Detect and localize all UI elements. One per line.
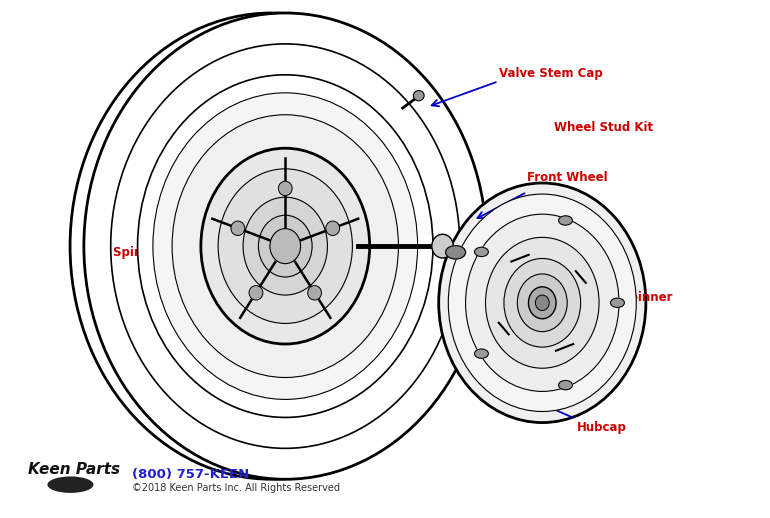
Ellipse shape <box>243 197 327 295</box>
Text: Dust Cap: Dust Cap <box>527 203 587 215</box>
Ellipse shape <box>111 44 460 449</box>
Text: Hubcap: Hubcap <box>577 421 627 434</box>
Ellipse shape <box>535 295 549 310</box>
Ellipse shape <box>439 183 646 423</box>
Text: Front Wheel: Front Wheel <box>527 171 608 184</box>
Ellipse shape <box>528 287 556 319</box>
Circle shape <box>446 246 466 259</box>
Text: Spinner: Spinner <box>621 291 673 304</box>
Ellipse shape <box>201 148 370 344</box>
Ellipse shape <box>84 13 487 479</box>
Text: (800) 757-KEEN: (800) 757-KEEN <box>132 468 249 481</box>
Text: Wheel: Wheel <box>246 391 286 404</box>
Ellipse shape <box>270 228 300 264</box>
Ellipse shape <box>249 285 263 300</box>
Text: Spindle Nut: Spindle Nut <box>112 247 190 260</box>
Ellipse shape <box>448 194 636 411</box>
Text: Wheel Stud Kit: Wheel Stud Kit <box>554 121 653 134</box>
Ellipse shape <box>466 214 619 392</box>
Ellipse shape <box>218 169 353 323</box>
Ellipse shape <box>517 274 567 332</box>
Text: ©2018 Keen Parts Inc. All Rights Reserved: ©2018 Keen Parts Inc. All Rights Reserve… <box>132 483 340 493</box>
Ellipse shape <box>308 285 322 300</box>
Circle shape <box>558 381 572 390</box>
Circle shape <box>558 216 572 225</box>
Ellipse shape <box>486 237 599 368</box>
Text: Valve Stem Cap: Valve Stem Cap <box>498 67 602 80</box>
Circle shape <box>611 298 624 307</box>
Circle shape <box>474 247 488 256</box>
Ellipse shape <box>153 93 417 399</box>
Ellipse shape <box>413 91 424 101</box>
Ellipse shape <box>279 181 292 196</box>
Ellipse shape <box>326 221 340 236</box>
Ellipse shape <box>504 258 581 347</box>
Ellipse shape <box>432 234 454 258</box>
Ellipse shape <box>172 115 398 378</box>
Text: Keen Parts: Keen Parts <box>28 462 120 477</box>
Ellipse shape <box>231 221 245 236</box>
Ellipse shape <box>259 215 312 277</box>
Circle shape <box>474 349 488 358</box>
Ellipse shape <box>48 477 93 493</box>
Ellipse shape <box>138 75 433 418</box>
